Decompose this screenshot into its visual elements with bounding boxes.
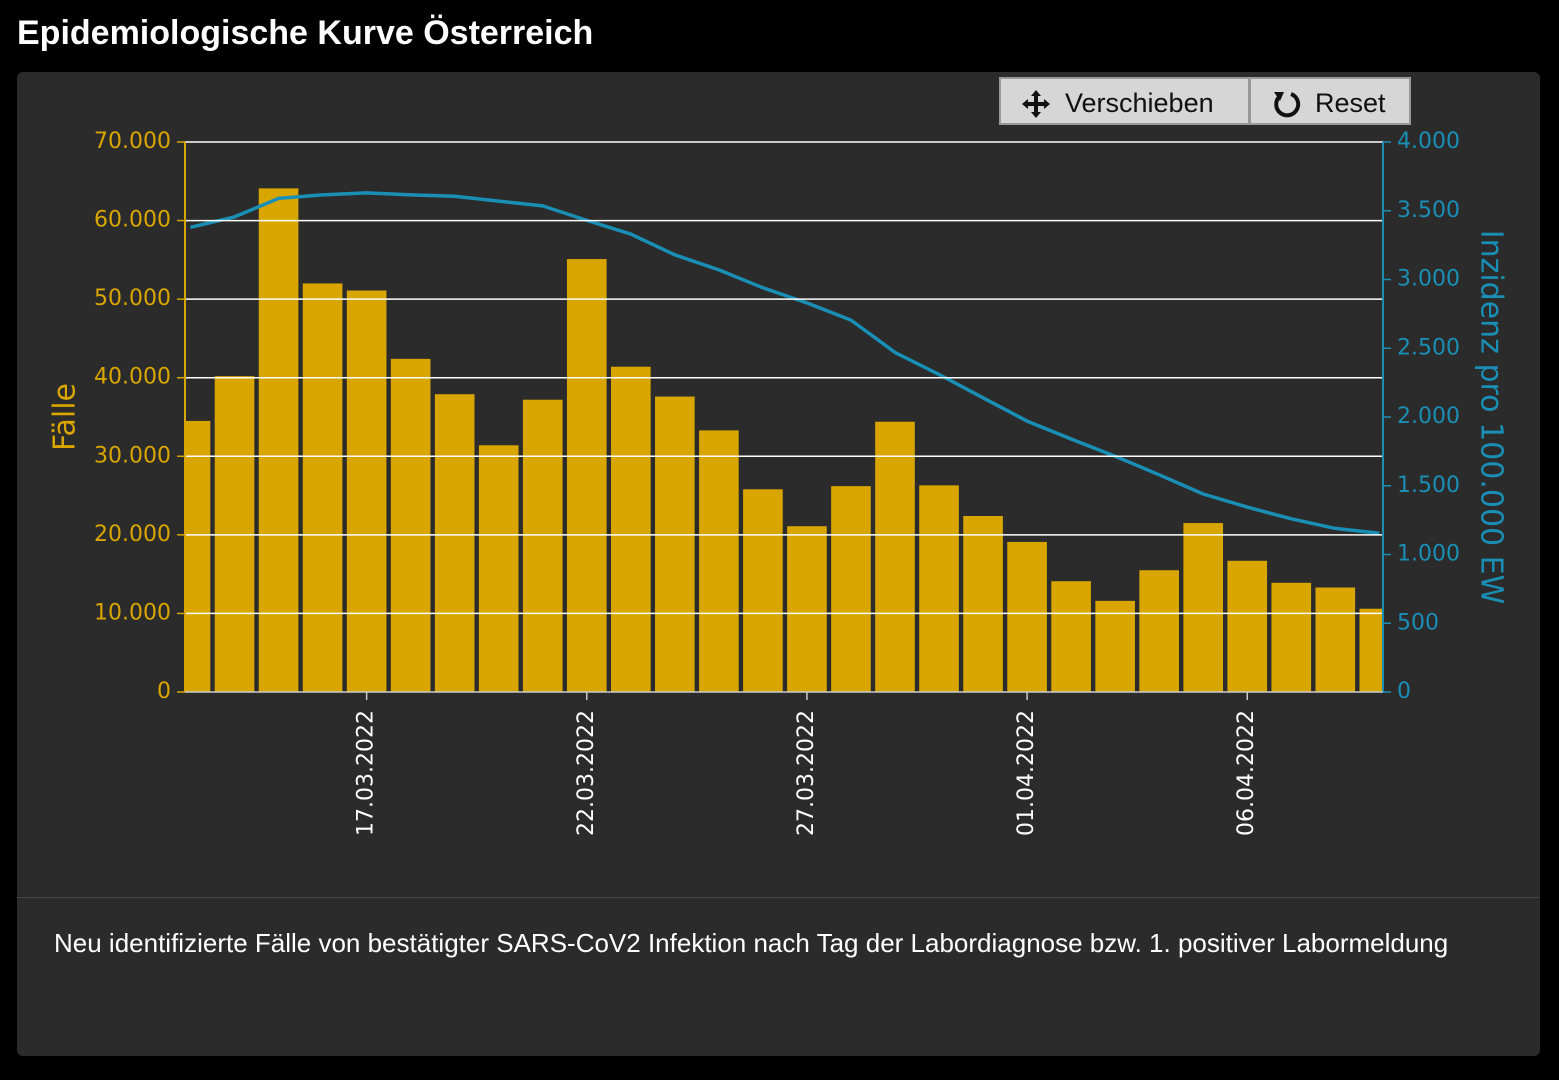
y2-tick-label: 3.500	[1397, 198, 1460, 223]
y-tick-label: 50.000	[94, 286, 171, 311]
bar	[831, 486, 871, 692]
y-tick-label: 20.000	[94, 522, 171, 547]
pan-label: Verschieben	[1065, 88, 1214, 118]
x-tick-label: 17.03.2022	[354, 710, 379, 836]
bar	[610, 366, 651, 692]
bar	[1007, 541, 1047, 692]
x-tick-label: 27.03.2022	[794, 710, 819, 836]
bar	[875, 421, 915, 692]
bar	[1183, 523, 1224, 692]
bar	[699, 430, 739, 692]
bar	[434, 394, 475, 692]
y2-tick-label: 500	[1397, 610, 1439, 635]
y2-tick-label: 2.500	[1397, 335, 1460, 360]
y2-tick-label: 1.000	[1397, 542, 1460, 567]
line	[190, 191, 1380, 535]
plot-area	[185, 188, 1383, 692]
y-tick-label: 0	[157, 679, 171, 704]
bar	[185, 420, 211, 692]
y2-tick-label: 2.000	[1397, 404, 1460, 429]
pan-button[interactable]: Verschieben	[999, 77, 1250, 125]
bar	[1271, 582, 1312, 692]
x-tick-label: 22.03.2022	[574, 710, 599, 836]
caption: Neu identifizierte Fälle von bestätigter…	[54, 928, 1449, 958]
footer-divider	[17, 897, 1540, 898]
bar	[478, 445, 519, 692]
y-tick-label: 30.000	[94, 443, 171, 468]
bar	[258, 188, 299, 692]
bar	[963, 516, 1003, 692]
bar	[1227, 560, 1268, 692]
y-tick-label: 40.000	[94, 365, 171, 390]
x-tick-label: 01.04.2022	[1014, 710, 1039, 836]
bar	[1095, 600, 1135, 692]
y2-axis-title: Inzidenz pro 100.000 EW	[1474, 230, 1509, 605]
y2-tick-label: 0	[1397, 679, 1411, 704]
bar	[1139, 570, 1179, 692]
bar	[1315, 587, 1356, 692]
page-title: Epidemiologische Kurve Österreich	[17, 14, 594, 52]
chart: 0 10.000 20.000 30.000 40.000 50.000 60.000 70.…	[48, 129, 1509, 836]
y-axis-title: Fälle	[48, 383, 83, 451]
bar	[346, 290, 387, 692]
reset-label: Reset	[1315, 88, 1386, 118]
y-tick-label: 10.000	[94, 600, 171, 625]
y-tick-label: 60.000	[94, 208, 171, 233]
y2-tick-label: 1.500	[1397, 473, 1460, 498]
y-tick-label: 70.000	[94, 129, 171, 154]
bar	[787, 526, 827, 692]
bar	[302, 283, 343, 692]
y2-tick-label: 4.000	[1397, 129, 1460, 154]
bar	[390, 358, 431, 692]
x-tick-label: 06.04.2022	[1234, 710, 1259, 836]
bar	[743, 489, 783, 692]
pan-icon	[1022, 90, 1050, 118]
y2-tick-label: 3.000	[1397, 267, 1460, 292]
bar	[1051, 581, 1091, 692]
bar	[1359, 608, 1383, 692]
bar	[566, 259, 607, 692]
reset-button[interactable]: Reset	[1249, 77, 1411, 125]
reset-icon	[1274, 92, 1301, 118]
bar	[655, 396, 695, 692]
bar	[522, 399, 563, 692]
bar	[214, 376, 255, 692]
bar	[919, 485, 959, 692]
